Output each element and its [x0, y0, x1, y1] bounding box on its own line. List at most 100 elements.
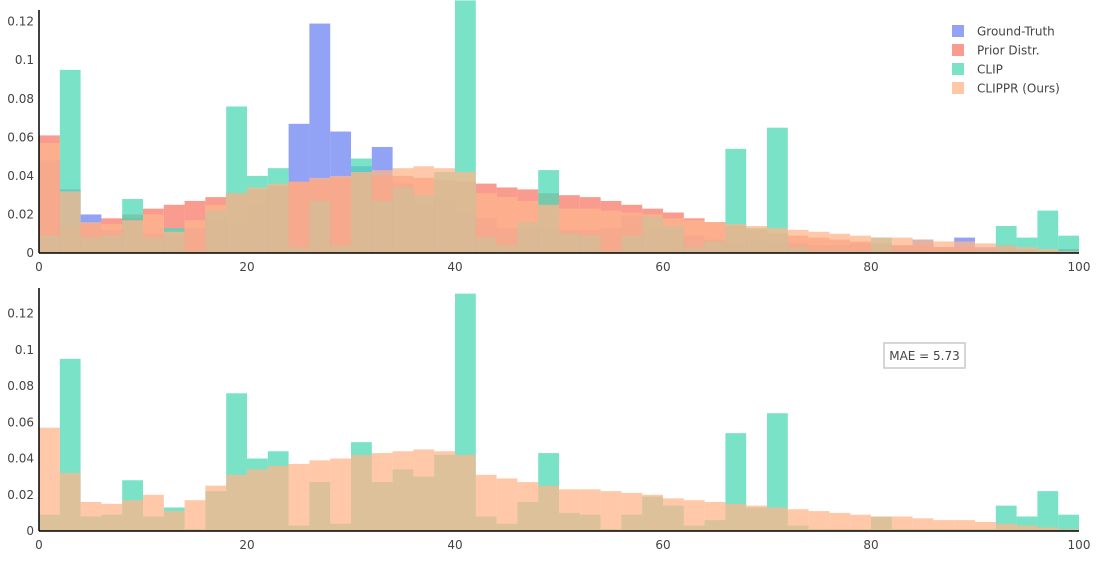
bar — [808, 511, 830, 531]
bar — [725, 503, 747, 531]
series-clippr-ours — [39, 143, 1079, 253]
bar — [122, 500, 143, 531]
bar — [767, 227, 788, 253]
bar — [371, 170, 393, 253]
bar — [579, 208, 601, 253]
bar — [184, 500, 206, 531]
x-tick-label: 80 — [863, 538, 878, 552]
bar — [371, 453, 393, 531]
bar — [787, 229, 809, 253]
x-tick-label: 20 — [239, 260, 254, 274]
y-tick-label: 0.02 — [7, 207, 34, 221]
y-tick-label: 0.08 — [7, 379, 34, 393]
legend[interactable]: Ground-Truth Prior Distr. CLIP CLIPPR (Ours… — [952, 25, 1060, 96]
bar — [163, 231, 185, 253]
bar — [1037, 210, 1059, 253]
bar — [205, 485, 227, 531]
bar — [455, 454, 476, 531]
bar — [1058, 529, 1079, 531]
bar — [267, 183, 289, 253]
legend-item[interactable]: CLIP — [952, 63, 1003, 77]
bar — [683, 500, 705, 531]
mae-annotation-text: MAE = 5.73 — [889, 349, 960, 363]
bar — [621, 492, 643, 531]
bar — [995, 523, 1017, 531]
bar — [475, 474, 497, 531]
bar — [663, 218, 684, 253]
legend-swatch — [952, 25, 964, 37]
y-tick-label: 0.08 — [7, 92, 34, 106]
y-tick-label: 0.1 — [15, 53, 34, 67]
bar — [1016, 247, 1038, 253]
bar — [351, 172, 372, 253]
y-tick-label: 0 — [26, 524, 34, 538]
bar — [455, 172, 476, 253]
bar — [1037, 249, 1059, 253]
bar — [787, 509, 809, 531]
legend-label: Ground-Truth — [977, 25, 1055, 39]
bar — [891, 516, 913, 531]
bar — [538, 204, 559, 253]
bar — [39, 143, 60, 253]
y-tick-label: 0.04 — [7, 169, 34, 183]
bar — [621, 212, 643, 253]
bar — [226, 193, 247, 253]
bar — [205, 204, 227, 253]
bar — [475, 193, 497, 253]
bar — [247, 187, 268, 253]
bar — [392, 168, 414, 253]
bottom-histogram-panel: 0 20 40 60 80 100 0 0.02 0.04 0.06 0.08 0.1 0.12 — [7, 288, 1090, 552]
bar — [309, 177, 331, 253]
bar — [954, 520, 975, 531]
bar — [59, 473, 81, 531]
y-tick-label: 0.1 — [15, 343, 34, 357]
bar — [1016, 525, 1038, 531]
bar — [1058, 514, 1079, 531]
bar — [122, 220, 143, 253]
bar — [143, 494, 164, 531]
bar — [1058, 251, 1079, 253]
bar — [642, 494, 663, 531]
bar — [267, 465, 289, 531]
bar — [912, 239, 934, 253]
bar — [559, 489, 580, 531]
y-tick-label: 0.06 — [7, 130, 34, 144]
bar — [850, 514, 871, 531]
bar — [226, 474, 247, 531]
bar — [288, 181, 310, 253]
bar — [683, 220, 705, 253]
x-tick-label: 60 — [655, 538, 670, 552]
bar — [995, 245, 1017, 253]
legend-item[interactable]: Ground-Truth — [952, 25, 1055, 39]
x-tick-label: 100 — [1068, 538, 1091, 552]
bar — [975, 243, 996, 253]
bar — [891, 237, 913, 253]
legend-swatch — [952, 63, 964, 75]
x-tick-label: 80 — [863, 260, 878, 274]
bar — [871, 516, 892, 531]
bar — [309, 460, 331, 531]
bar — [850, 235, 871, 253]
bar — [163, 511, 185, 531]
x-tick-label: 0 — [35, 538, 43, 552]
legend-label: Prior Distr. — [977, 44, 1040, 58]
bar — [434, 451, 455, 531]
bar — [704, 222, 726, 253]
bar — [725, 224, 747, 253]
bar — [746, 226, 767, 253]
bar — [288, 463, 310, 531]
mae-annotation-box — [883, 342, 966, 369]
bar — [767, 413, 788, 531]
y-tick-label: 0.02 — [7, 488, 34, 502]
bar — [933, 241, 955, 253]
bar — [496, 197, 518, 253]
legend-swatch — [952, 82, 964, 94]
bar — [808, 231, 830, 253]
x-tick-label: 100 — [1068, 260, 1091, 274]
bar — [767, 127, 788, 253]
bar — [663, 498, 684, 531]
legend-item[interactable]: Prior Distr. — [952, 44, 1040, 58]
bar — [954, 241, 975, 253]
legend-item[interactable]: CLIPPR (Ours) — [952, 82, 1060, 96]
